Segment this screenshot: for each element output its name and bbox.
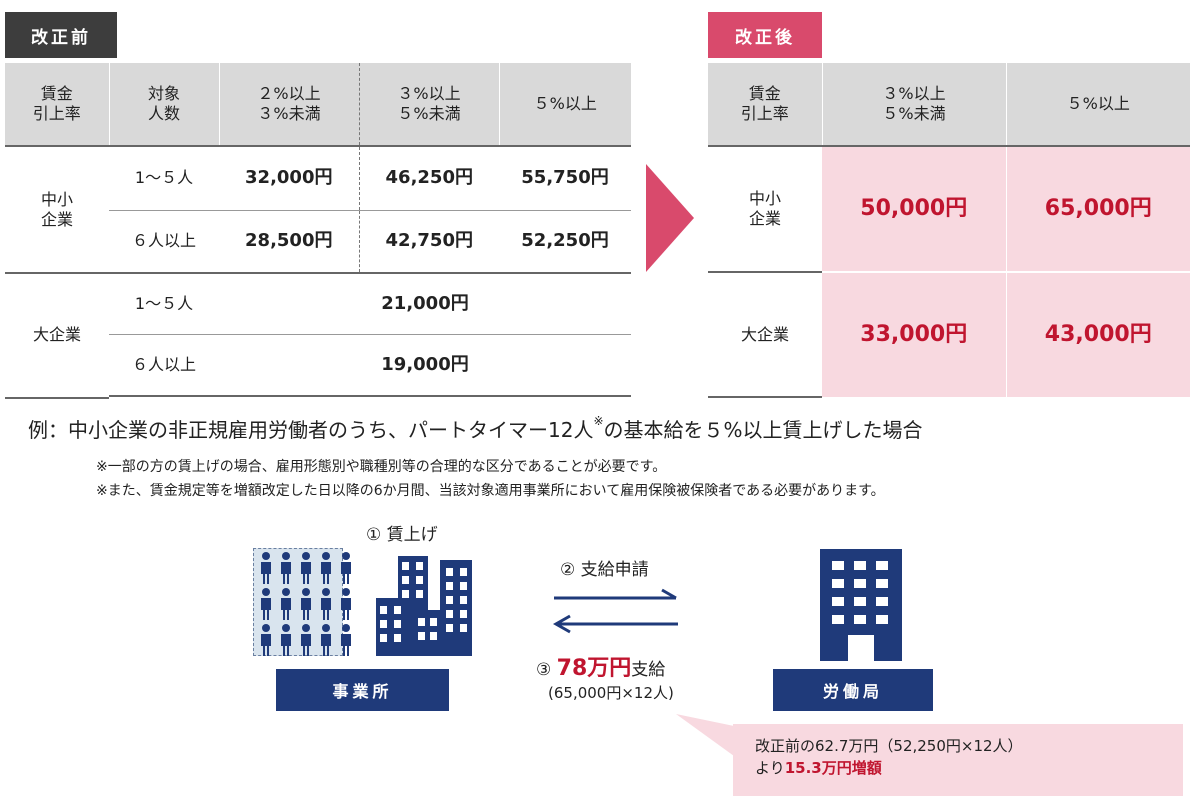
labor-bureau-label: 労働局 — [773, 669, 933, 711]
value-cell: 33,000円 — [822, 271, 1007, 397]
header-wage-rate: 賃金 引上率 — [708, 63, 823, 146]
value-cell: 52,250円 — [499, 209, 631, 273]
example-heading: 例：中小企業の非正規雇用労働者のうち、パートタイマー12人※の基本給を５%以上賃… — [28, 414, 923, 442]
after-revision-tag: 改正後 — [708, 12, 822, 58]
value-cell: 19,000円 — [219, 333, 631, 397]
count-cell: ６人以上 — [109, 209, 219, 273]
after-large-row: 大企業 33,000円 43,000円 — [708, 271, 1190, 398]
callout-line-2: より15.3万円増額 — [755, 758, 882, 777]
callout-line-1: 改正前の62.7万円（52,250円×12人） — [755, 737, 1023, 755]
value-cell: 50,000円 — [822, 145, 1007, 272]
step-2-label: ② 支給申請 — [560, 560, 649, 580]
step-1-label: ① 賃上げ — [366, 525, 438, 545]
office-label: 事業所 — [276, 669, 449, 711]
sme-label: 中小 企業 — [5, 145, 109, 273]
note-2: ※また、賃金規定等を増額改定した日以降の6か月間、当該対象適用事業所において雇用… — [96, 483, 885, 499]
header-target-count: 対象 人数 — [109, 63, 220, 146]
increase-callout: 改正前の62.7万円（52,250円×12人） より15.3万円増額 — [733, 724, 1183, 796]
before-sme-row-1: 中小 企業 1～５人 32,000円 46,250円 55,750円 — [5, 145, 631, 273]
value-cell: 42,750円 — [359, 209, 499, 273]
callout-pointer — [676, 714, 734, 756]
header-3-5-percent: ３%以上 ５%未満 — [359, 63, 500, 146]
workers-icon — [261, 552, 351, 656]
before-large-row-2: ６人以上 19,000円 — [5, 333, 631, 397]
step-3-calculation: (65,000円×12人) — [548, 684, 674, 702]
table-rule — [5, 397, 109, 399]
step-3-label: ③ 78万円支給 — [536, 656, 666, 681]
large-company-label: 大企業 — [5, 272, 109, 396]
after-sme-row: 中小 企業 50,000円 65,000円 — [708, 145, 1190, 272]
value-cell: 65,000円 — [1006, 145, 1190, 272]
note-1: ※一部の方の賃上げの場合、雇用形態別や職種別等の合理的な区分であることが必要です… — [96, 459, 667, 475]
labor-bureau-building-icon — [820, 549, 902, 661]
value-cell: 55,750円 — [499, 145, 631, 210]
before-large-row-1: 大企業 1～５人 21,000円 — [5, 272, 631, 396]
count-cell: 1～５人 — [109, 145, 219, 210]
header-5-percent-plus: ５%以上 — [499, 63, 631, 146]
large-company-label: 大企業 — [708, 271, 822, 398]
before-header-row: 賃金 引上率 対象 人数 ２%以上 ３%未満 ３%以上 ５%未満 ５%以上 — [5, 63, 631, 146]
after-subsidy-table: 賃金 引上率 ３%以上 ５%未満 ５%以上 中小 企業 50,000円 65,000円… — [708, 63, 1190, 398]
exchange-arrows-icon — [552, 588, 678, 634]
office-buildings-icon — [376, 556, 472, 656]
value-cell: 21,000円 — [219, 272, 631, 334]
sme-label: 中小 企業 — [708, 145, 822, 272]
count-cell: 1～５人 — [109, 272, 219, 334]
arrow-right-icon — [646, 164, 694, 272]
header-wage-rate: 賃金 引上率 — [5, 63, 110, 146]
before-revision-tag: 改正前 — [5, 12, 117, 58]
value-cell: 43,000円 — [1006, 271, 1190, 397]
value-cell: 46,250円 — [359, 145, 499, 210]
after-header-row: 賃金 引上率 ３%以上 ５%未満 ５%以上 — [708, 63, 1190, 146]
step-3-amount: 78万円 — [556, 656, 632, 681]
before-sme-row-2: ６人以上 28,500円 42,750円 52,250円 — [5, 209, 631, 273]
header-3-5-percent: ３%以上 ５%未満 — [822, 63, 1007, 146]
value-cell: 28,500円 — [219, 209, 360, 273]
header-5-percent-plus: ５%以上 — [1006, 63, 1190, 146]
before-subsidy-table: 賃金 引上率 対象 人数 ２%以上 ３%未満 ３%以上 ５%未満 ５%以上 中小 企業 1… — [5, 63, 631, 397]
value-cell: 32,000円 — [219, 145, 360, 210]
count-cell: ６人以上 — [109, 333, 219, 397]
header-2-3-percent: ２%以上 ３%未満 — [219, 63, 360, 146]
